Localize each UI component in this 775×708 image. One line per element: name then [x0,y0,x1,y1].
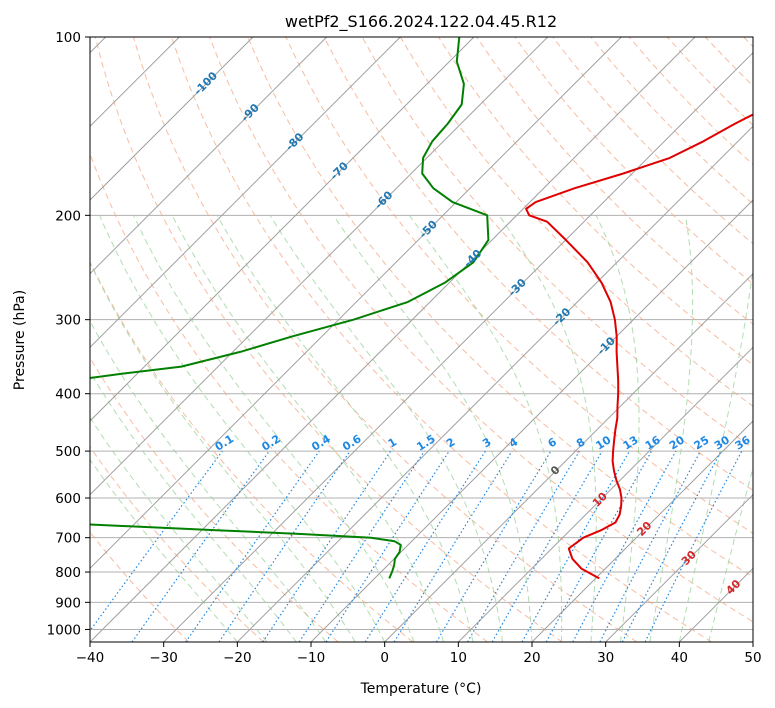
isotherm-line [90,37,549,496]
x-tick-label: −20 [223,650,252,666]
dry-adiabat [514,37,753,285]
x-axis-label: Temperature (°C) [360,681,482,697]
dry-adiabat [209,37,753,623]
moist-adiabat [133,215,415,642]
isotherm-line [384,272,753,642]
y-tick-label: 300 [55,313,81,329]
mixing-ratio-line [131,450,270,642]
moist-adiabat [99,215,386,642]
moist-adiabat [269,215,503,642]
mixing-ratio-line [545,450,653,642]
isotherm-line [90,37,475,422]
dry-adiabat [90,446,264,642]
plot-frame [89,36,754,643]
isotherm-line [457,346,753,642]
moist-adiabat [90,370,297,642]
mixing-ratio-line [644,450,743,642]
moist-adiabat [90,320,327,642]
moist-adiabat [90,416,268,642]
dry-adiabat [90,260,414,642]
y-tick-label: 100 [55,30,81,46]
mixing-ratio-line [185,450,320,642]
isotherm-line [310,199,753,642]
chart-title: wetPf2_S166.2024.122.04.45.R12 [285,12,557,32]
isotherm-line [90,37,254,201]
y-tick-label: 500 [55,444,81,460]
moist-adiabat [216,215,474,642]
moist-adiabat [678,264,753,642]
moist-adiabat [90,458,238,642]
isotherm-line [163,51,753,642]
x-tick-label: 50 [744,650,761,666]
isotherm-line [90,37,401,349]
dry-adiabat [323,37,753,491]
mixing-ratio-line [262,450,392,642]
mixing-ratio-line [393,450,513,642]
mixing-ratio-line [572,450,677,642]
dry-adiabat [90,356,339,642]
x-tick-label: 0 [380,650,389,666]
dry-adiabat [285,37,753,535]
moist-adiabat [408,215,563,642]
y-tick-label: 800 [55,565,81,581]
mixing-ratio-line [325,450,450,642]
y-tick-label: 1000 [47,622,81,638]
temperature-profile-line [525,113,753,580]
x-tick-label: 30 [597,650,614,666]
x-tick-label: −40 [76,650,105,666]
dry-adiabat [94,37,563,642]
moist-adiabat [90,261,356,642]
mixing-ratio-line [521,450,631,642]
mixing-ratio-line [298,450,425,642]
isotherm-line [531,420,753,642]
isotherm-line [236,125,753,642]
dry-adiabat [247,37,753,578]
isotherm-line [90,37,328,275]
dry-adiabat [476,37,753,325]
y-axis-label: Pressure (hPa) [12,290,28,390]
isotherm-line [90,37,622,570]
y-tick-label: 900 [55,595,81,611]
mixing-ratio-line [90,450,223,632]
x-tick-label: 40 [671,650,688,666]
x-tick-label: 10 [450,650,467,666]
y-tick-label: 600 [55,491,81,507]
moist-adiabat [595,215,640,642]
y-tick-label: 200 [55,208,81,224]
moist-adiabat [332,215,533,642]
x-tick-label: −30 [149,650,178,666]
x-tick-label: 20 [523,650,540,666]
y-tick-label: 700 [55,531,81,547]
isotherm-line [605,493,753,642]
dry-adiabat [132,37,638,642]
moist-adiabat [171,215,445,642]
isotherm-line [90,37,696,642]
dewpoint-profile-line [90,37,490,579]
x-tick-label: −10 [297,650,326,666]
dry-adiabat [171,37,712,642]
y-tick-label: 400 [55,387,81,403]
mixing-ratio-line [218,450,351,642]
moist-adiabat [649,215,694,642]
